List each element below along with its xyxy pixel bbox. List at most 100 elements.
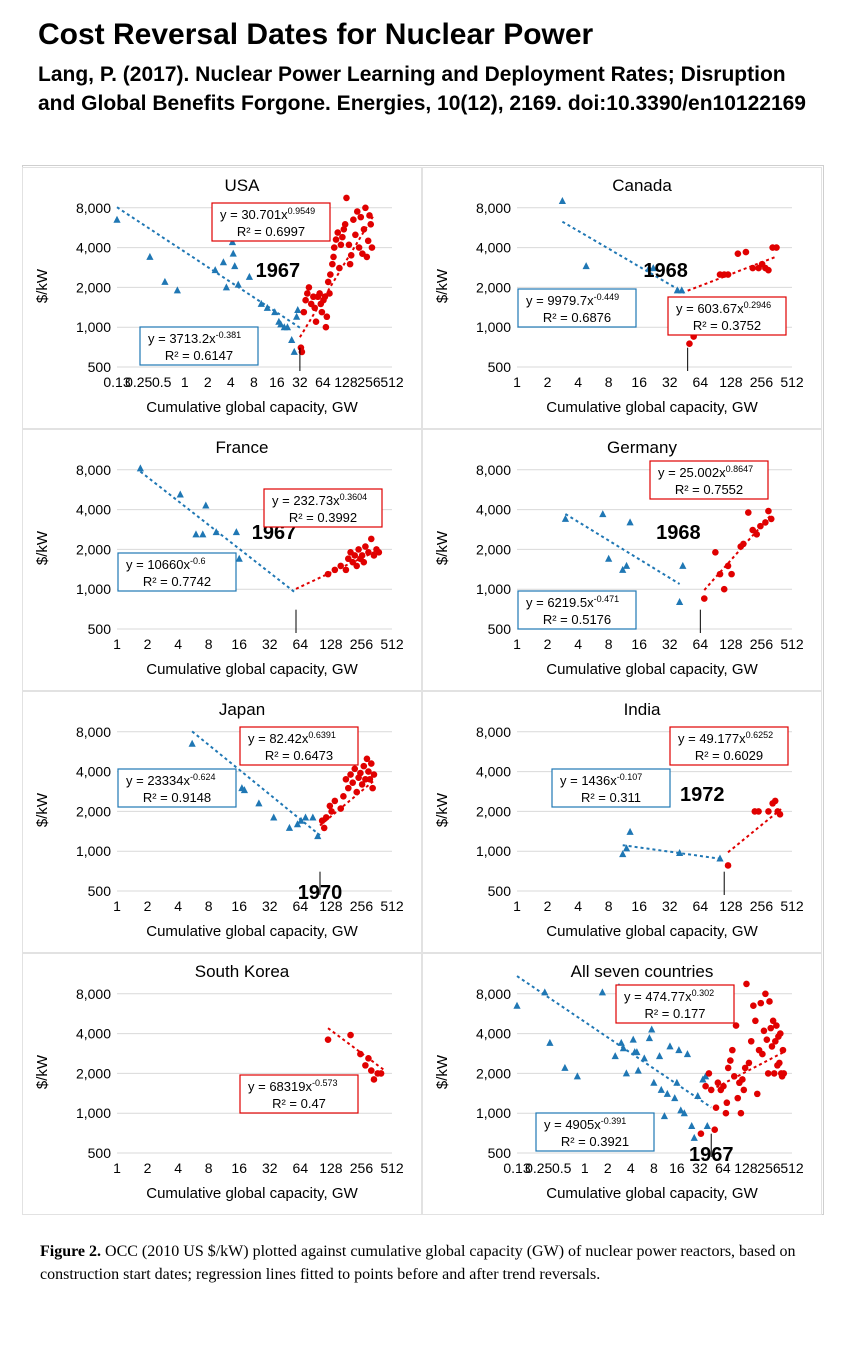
data-point-after [724, 862, 732, 869]
data-point-after [320, 824, 328, 832]
y-tick-label: 500 [88, 621, 112, 637]
data-point-after [337, 241, 345, 249]
y-tick-label: 2,000 [76, 541, 111, 557]
x-tick-label: 16 [269, 374, 285, 390]
data-point-before [271, 308, 279, 316]
fit-equation: y = 6219.5x-0.471 [526, 594, 619, 610]
equation-box-border [517, 590, 637, 630]
data-point-after [716, 570, 724, 578]
equation-box-after: y = 25.002x0.8647 R² = 0.7552 [649, 460, 769, 500]
data-point-after [322, 323, 330, 331]
data-point-before [293, 312, 301, 320]
x-tick-label: 16 [631, 374, 647, 390]
data-point-after [329, 260, 336, 268]
fit-r-squared: R² = 0.6147 [165, 348, 233, 363]
data-point-before [650, 1078, 658, 1086]
fit-equation: y = 1436x-0.107 [560, 772, 642, 788]
x-tick-label: 8 [205, 636, 213, 652]
data-point-after [745, 509, 752, 516]
equation-box-after: y = 82.42x0.6391 R² = 0.6473 [239, 726, 359, 766]
data-point-after [720, 585, 728, 593]
x-tick-label: 1 [513, 374, 521, 390]
data-point-after [347, 251, 355, 259]
x-tick-label: 512 [780, 1160, 804, 1176]
equation-box-after: y = 232.73x0.3604 R² = 0.3992 [263, 488, 383, 528]
x-tick-label: 4 [174, 898, 182, 914]
chart-title: All seven countries [571, 962, 714, 981]
trendline-before [116, 206, 301, 329]
data-point-after [742, 248, 750, 256]
fit-r-squared: R² = 0.3921 [561, 1134, 629, 1149]
data-point-before [677, 1106, 685, 1114]
x-tick-label: 64 [315, 374, 331, 390]
data-point-after [769, 1017, 777, 1025]
data-point-before [617, 1038, 625, 1046]
data-point-before [680, 1109, 688, 1117]
data-point-before [657, 1085, 665, 1093]
y-tick-label: 1,000 [76, 581, 111, 597]
data-point-after [734, 250, 742, 257]
data-point-before [678, 286, 686, 294]
x-tick-label: 128 [319, 898, 343, 914]
y-tick-label: 2,000 [476, 803, 511, 819]
data-point-after [353, 208, 361, 215]
x-tick-label: 2 [144, 636, 152, 652]
y-tick-label: 8,000 [476, 986, 511, 1002]
x-tick-label: 512 [380, 898, 404, 914]
y-tick-label: 8,000 [76, 200, 111, 216]
x-tick-label: 0.5 [152, 374, 172, 390]
data-point-before [146, 252, 154, 260]
fit-equation: y = 68319x-0.573 [248, 1078, 338, 1094]
x-tick-label: 256 [757, 1160, 781, 1176]
data-point-after [765, 808, 772, 815]
data-point-after [353, 788, 361, 796]
data-point-after [702, 1082, 709, 1090]
y-tick-label: 2,000 [76, 279, 111, 295]
data-point-before [212, 528, 220, 536]
chart-all-seven-countries: 500 1,000 2,000 4,000 8,000 0.130.25 0.5 1 2 4 8 16… [422, 953, 822, 1215]
x-tick-label: 8 [650, 1160, 658, 1176]
data-point-after [757, 522, 764, 530]
data-point-after [370, 552, 378, 559]
data-point-after [364, 237, 372, 245]
data-point-before [288, 336, 296, 344]
data-point-after [724, 562, 732, 570]
data-point-after [326, 290, 333, 297]
equation-box-after: y = 68319x-0.573 R² = 0.47 [239, 1074, 359, 1114]
data-point-before [655, 1052, 664, 1060]
x-tick-label: 0.5 [552, 1160, 572, 1176]
data-point-after [745, 1059, 753, 1067]
data-point-after [732, 1022, 740, 1029]
panel-border [22, 691, 422, 953]
page-title: Cost Reversal Dates for Nuclear Power [38, 18, 594, 51]
data-point-after [759, 1050, 766, 1058]
data-point-after [355, 244, 363, 251]
x-tick-label: 4 [574, 898, 582, 914]
x-tick-label: 32 [692, 1160, 708, 1176]
data-point-before [541, 988, 549, 996]
equation-box-after: y = 30.701x0.9549 R² = 0.6997 [211, 202, 331, 242]
x-tick-label: 2 [604, 1160, 612, 1176]
data-point-after [720, 1082, 727, 1090]
panel-border [22, 953, 422, 1215]
data-point-after [304, 290, 311, 297]
fit-equation: y = 603.67x0.2946 [676, 300, 771, 316]
y-tick-label: 4,000 [76, 240, 111, 256]
y-axis-title: $/kW [434, 1054, 451, 1089]
reversal-year-label: 1970 [298, 882, 343, 904]
fit-r-squared: R² = 0.6029 [695, 748, 763, 763]
x-tick-label: 2 [544, 898, 552, 914]
fit-equation: y = 82.42x0.6391 [248, 730, 336, 746]
fit-equation: y = 49.177x0.6252 [678, 730, 773, 746]
data-point-after [734, 1094, 742, 1102]
data-point-before [235, 554, 243, 562]
chart-usa: 500 1,000 2,000 4,000 8,000 0.130.25 0.5 1 2 4 8 16… [22, 167, 422, 429]
fit-r-squared: R² = 0.3752 [693, 318, 761, 333]
y-tick-label: 8,000 [476, 200, 511, 216]
data-point-after [711, 1126, 719, 1134]
trendline-after [727, 808, 782, 854]
data-point-after [780, 1070, 788, 1077]
data-point-before [688, 1122, 696, 1130]
data-point-after [312, 318, 320, 326]
data-point-after [757, 999, 765, 1007]
